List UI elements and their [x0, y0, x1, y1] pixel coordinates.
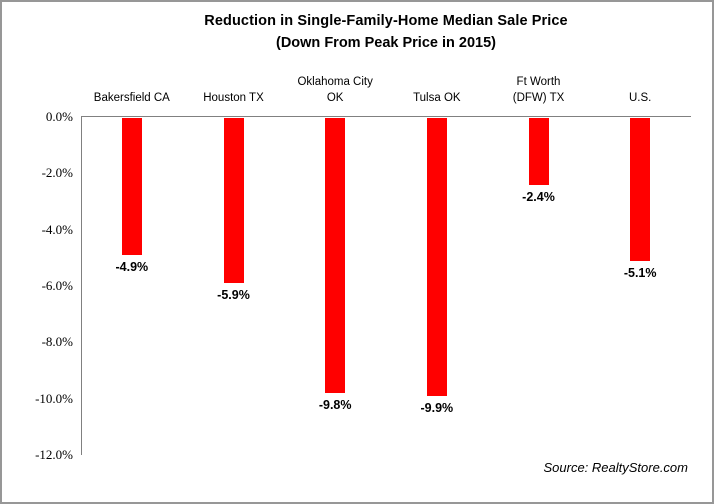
bar-bakersfield-ca: [121, 118, 142, 256]
category-label: Tulsa OK: [382, 64, 492, 106]
y-tick-label: -6.0%: [41, 278, 73, 293]
x-axis-zero-line: [81, 116, 691, 117]
chart-title: Reduction in Single-Family-Home Median S…: [204, 13, 568, 29]
category-label: Bakersfield CA: [77, 64, 187, 106]
value-label: -9.9%: [420, 400, 454, 415]
category-label: Houston TX: [179, 64, 289, 106]
bar-ft-worth-dfw-tx: [528, 118, 549, 185]
chart-subtitle: (Down From Peak Price in 2015): [276, 35, 496, 51]
category-label-line: Tulsa OK: [413, 92, 461, 104]
y-tick-label: -8.0%: [41, 334, 73, 350]
y-tick-label: -4.0%: [41, 221, 73, 237]
value-label: -9.8%: [318, 398, 352, 413]
category-label: Ft Worth (DFW) TX: [484, 64, 594, 106]
source-note: Source: RealtyStore.com: [543, 460, 688, 475]
y-tick-label: -10.0%: [35, 390, 73, 406]
y-tick-label: 0.0%: [45, 109, 73, 124]
category-label: Oklahoma City OK: [280, 64, 390, 106]
value-label: -5.9%: [217, 288, 250, 303]
bar-tulsa-ok: [426, 118, 447, 396]
category-label-line: OK: [326, 92, 344, 104]
bar-houston-tx: [223, 118, 244, 284]
value-label: -5.1%: [623, 265, 657, 280]
y-tick-label: -2.0%: [41, 165, 73, 181]
value-label: -4.9%: [115, 260, 149, 275]
bar-u-s: [630, 118, 651, 261]
category-label: U.S.: [585, 64, 695, 106]
category-label-line: Ft Worth: [516, 76, 561, 88]
category-label-line: (DFW) TX: [512, 92, 565, 104]
category-label-line: Oklahoma City: [297, 76, 373, 88]
y-axis-line: [81, 117, 82, 455]
category-label-line: Bakersfield CA: [93, 92, 170, 104]
value-label: -2.4%: [522, 189, 555, 204]
category-label-line: U.S.: [628, 92, 652, 104]
bar-oklahoma-city-ok: [325, 118, 346, 394]
chart-title-block: Reduction in Single-Family-Home Median S…: [81, 10, 691, 54]
category-label-line: Houston TX: [203, 92, 264, 104]
y-tick-label: -12.0%: [35, 447, 73, 462]
